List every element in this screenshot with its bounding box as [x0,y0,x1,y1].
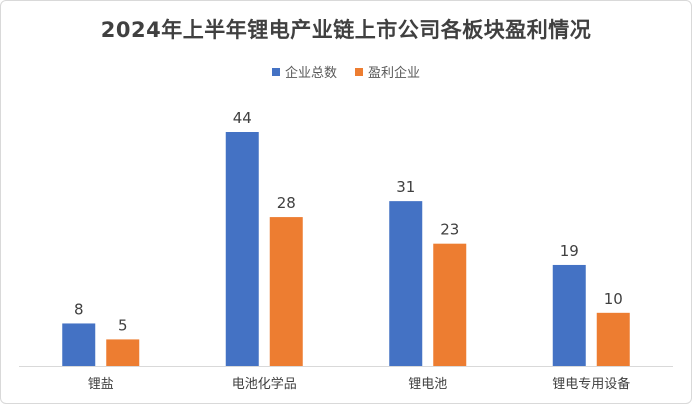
x-tick-label-2: 锂电池 [408,377,447,392]
data-label-total-2: 31 [396,178,415,196]
bar-total-2 [389,201,423,366]
legend-label-total: 企业总数 [284,66,337,81]
bar-total-3 [552,264,586,366]
data-label-profitable-1: 28 [277,194,296,212]
data-label-total-0: 8 [74,300,84,318]
x-tick-label-3: 锂电专用设备 [552,376,630,392]
legend-swatch-total [271,67,280,76]
bar-profitable-3 [596,312,630,366]
legend-item-profitable: 盈利企业 [355,62,420,81]
data-label-profitable-0: 5 [118,316,128,334]
x-tick-label-0: 锂盐 [88,377,114,392]
data-label-total-3: 19 [560,242,579,260]
legend-label-profitable: 盈利企业 [368,66,421,81]
data-label-profitable-3: 10 [604,290,623,308]
bar-total-1 [225,132,259,366]
bar-profitable-1 [269,217,303,366]
x-tick-label-1: 电池化学品 [232,376,297,392]
bar-total-0 [62,323,96,366]
chart-title: 2024年上半年锂电产业链上市公司各板块盈利情况 [100,18,592,42]
bar-profitable-0 [106,339,140,366]
legend-swatch-profitable [355,67,363,76]
legend-item-total: 企业总数 [271,62,337,81]
chart-legend: 企业总数 盈利企业 [1,62,691,81]
bar-profitable-2 [433,243,467,366]
data-label-total-1: 44 [233,109,252,127]
data-label-profitable-2: 23 [440,221,459,239]
